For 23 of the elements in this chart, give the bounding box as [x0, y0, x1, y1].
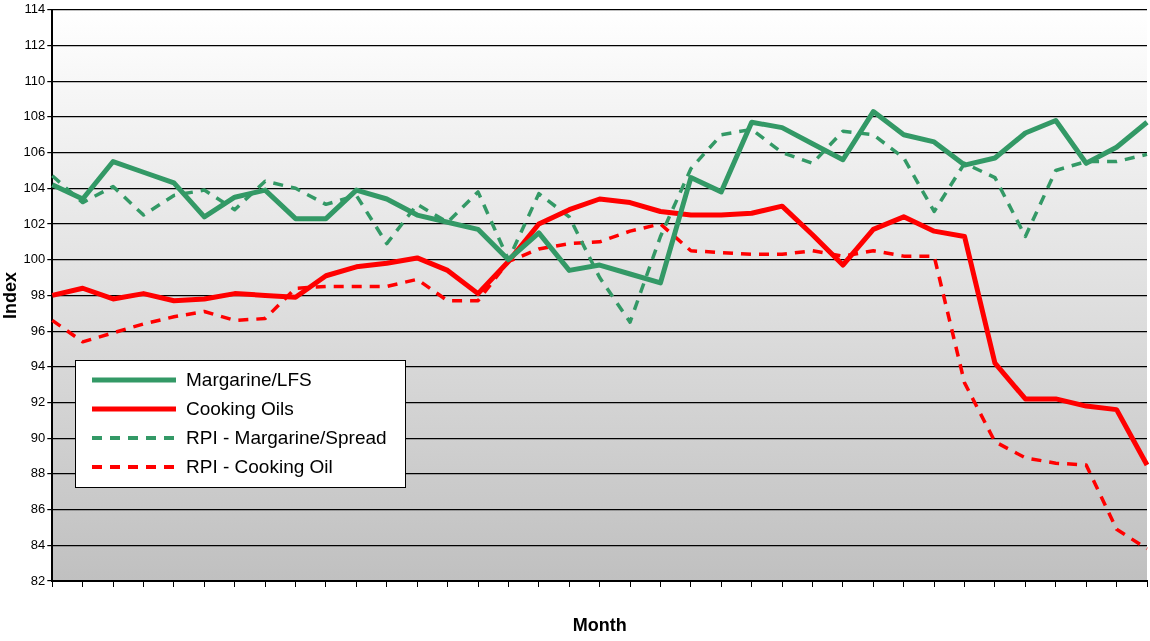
y-tick-label: 108 — [23, 108, 46, 124]
y-tick-label: 114 — [24, 1, 46, 17]
legend-label: Cooking Oils — [186, 397, 294, 420]
y-tick-label: 112 — [24, 37, 46, 53]
y-tick-label: 100 — [23, 251, 46, 267]
y-tick-label: 90 — [30, 429, 46, 445]
legend-label: RPI - Margarine/Spread — [186, 426, 387, 449]
y-axis-title: Index — [0, 271, 20, 319]
legend-label: Margarine/LFS — [186, 368, 312, 391]
x-axis-title: Month — [572, 615, 627, 636]
y-tick-label: 104 — [23, 179, 46, 195]
y-tick-label: 98 — [30, 286, 46, 302]
y-tick-label: 96 — [30, 322, 46, 338]
y-tick-label: 106 — [23, 144, 46, 160]
y-tick-label: 82 — [30, 572, 46, 588]
y-tick-label: 110 — [24, 72, 46, 88]
y-tick-label: 86 — [30, 501, 46, 517]
y-tick-label: 88 — [30, 465, 46, 481]
y-tick-label: 94 — [30, 358, 46, 374]
legend-label: RPI - Cooking Oil — [186, 455, 333, 478]
y-tick-label: 84 — [30, 536, 46, 552]
y-tick-label: 102 — [23, 215, 46, 231]
y-tick-label: 92 — [30, 394, 46, 410]
